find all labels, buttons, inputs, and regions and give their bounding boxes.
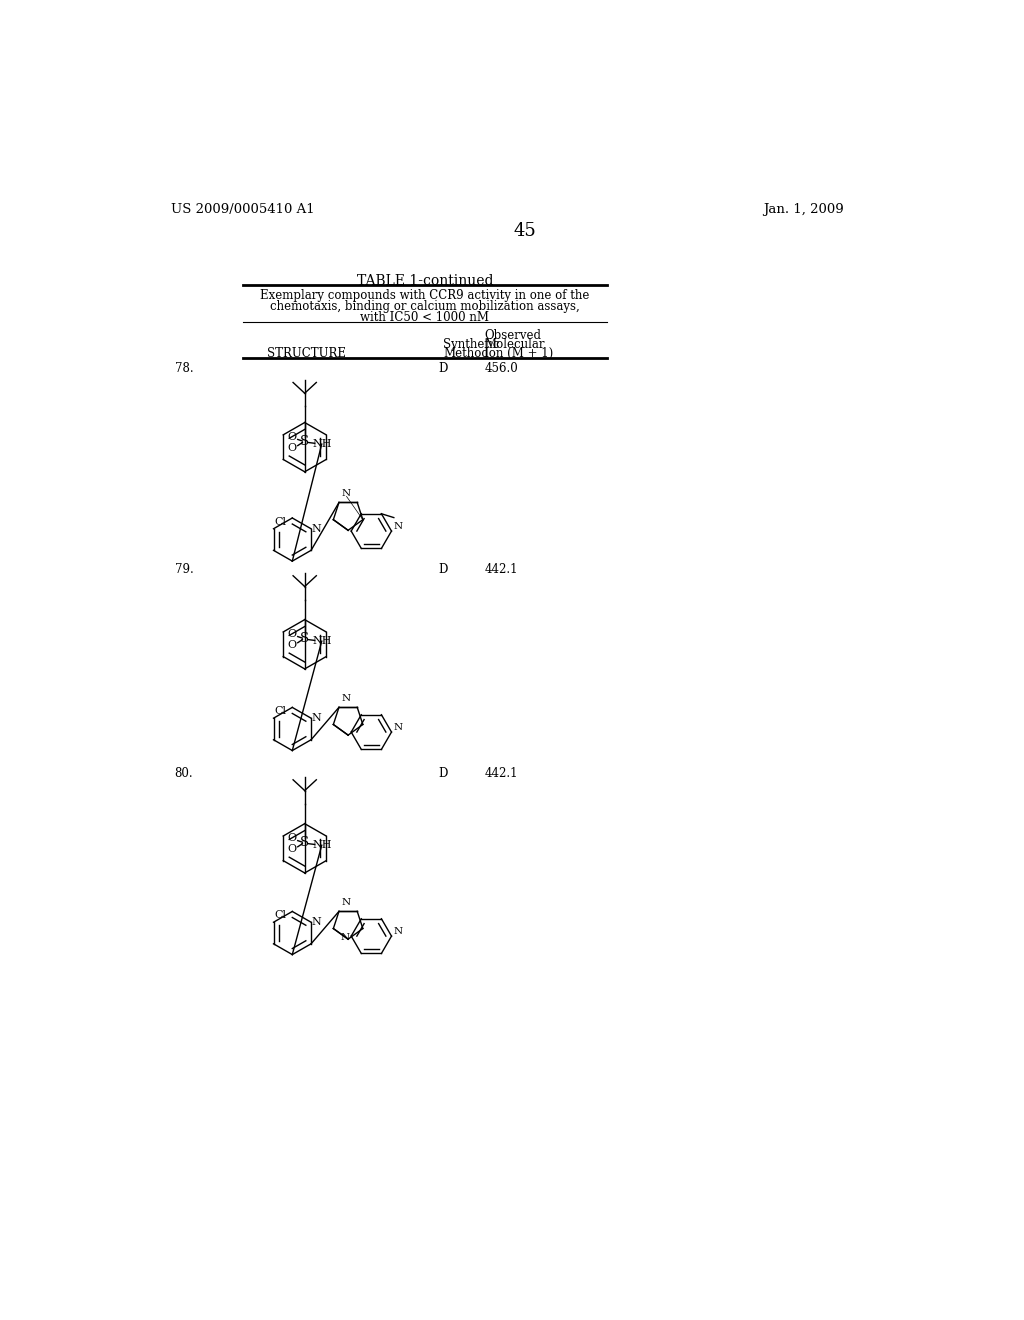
Text: US 2009/0005410 A1: US 2009/0005410 A1 [171,203,314,216]
Text: N: N [311,917,322,927]
Text: Molecular: Molecular [484,338,545,351]
Text: Exemplary compounds with CCR9 activity in one of the: Exemplary compounds with CCR9 activity i… [260,289,590,302]
Text: STRUCTURE: STRUCTURE [266,347,346,360]
Text: Ion (M + 1): Ion (M + 1) [484,347,554,360]
Text: 80.: 80. [174,767,194,780]
Text: O: O [288,843,297,854]
Text: Jan. 1, 2009: Jan. 1, 2009 [764,203,844,216]
Text: D: D [438,362,447,375]
Text: D: D [438,564,447,577]
Text: 45: 45 [513,222,537,239]
Text: NH: NH [312,440,332,449]
Text: N: N [393,723,402,731]
Text: Cl: Cl [273,517,286,527]
Text: TABLE 1-continued: TABLE 1-continued [356,275,494,288]
Text: O: O [288,432,297,442]
Text: D: D [438,767,447,780]
Text: Synthetic: Synthetic [443,338,500,351]
Text: Cl: Cl [273,911,286,920]
Text: N: N [311,524,322,533]
Text: Cl: Cl [273,706,286,717]
Text: 442.1: 442.1 [484,767,518,780]
Text: N: N [311,713,322,723]
Text: N: N [342,898,351,907]
Text: N: N [342,694,351,702]
Text: 79.: 79. [174,564,194,577]
Text: N: N [393,521,402,531]
Text: Method: Method [443,347,489,360]
Text: S: S [300,837,309,850]
Text: Observed: Observed [484,329,542,342]
Text: NH: NH [312,636,332,647]
Text: S: S [300,436,309,449]
Text: O: O [288,833,297,843]
Text: N: N [393,927,402,936]
Text: 456.0: 456.0 [484,362,518,375]
Text: chemotaxis, binding or calcium mobilization assays,: chemotaxis, binding or calcium mobilizat… [270,300,580,313]
Text: 78.: 78. [174,362,194,375]
Text: N: N [342,488,351,498]
Text: O: O [288,444,297,453]
Text: O: O [288,640,297,649]
Text: S: S [300,632,309,645]
Text: N: N [340,933,349,942]
Text: O: O [288,630,297,639]
Text: NH: NH [312,841,332,850]
Text: with IC50 < 1000 nM: with IC50 < 1000 nM [360,312,489,323]
Text: 442.1: 442.1 [484,564,518,577]
